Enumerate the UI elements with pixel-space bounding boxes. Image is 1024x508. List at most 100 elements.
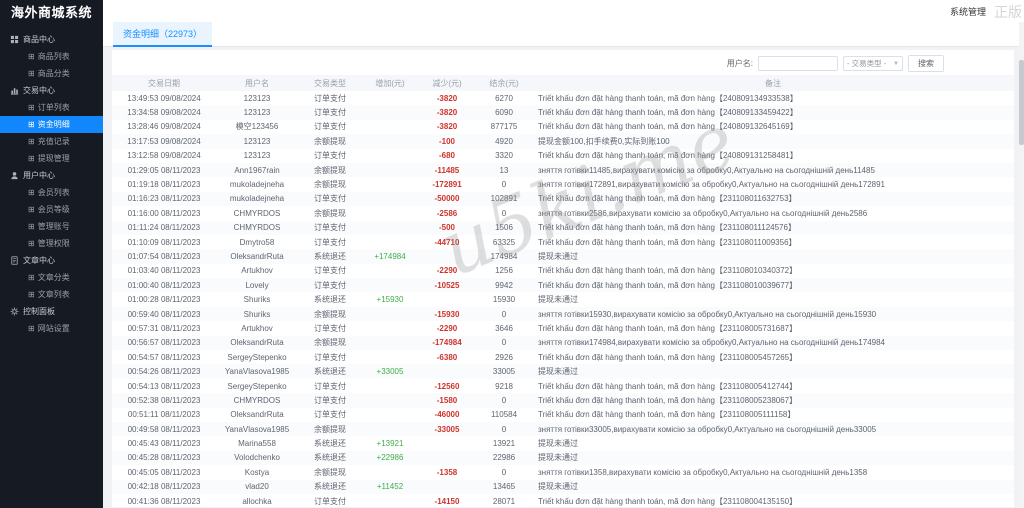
sidebar-item-管理权限[interactable]: ⊞ 管理权限 [0, 235, 103, 252]
cell-inc [362, 321, 418, 335]
cell-time: 00:45:05 08/11/2023 [127, 467, 201, 477]
cell-dec: -50000 [434, 194, 460, 204]
cell-inc [362, 206, 418, 220]
cell-remark: зняття готівки15930,вирахувати комісію з… [538, 309, 877, 319]
cell-bal: 0 [501, 424, 507, 434]
cell-dec [418, 480, 476, 494]
col-header-decrease: 减少(元) [418, 75, 476, 91]
table-row: 01:29:05 08/11/2023 Ann1967rain 余额提现 -11485… [112, 162, 1014, 178]
chevron-down-icon: ▼ [893, 60, 899, 67]
cell-remark: 提现未通过 [538, 295, 578, 305]
cell-dec: -12560 [434, 381, 460, 391]
cell-remark: зняття готівки1358,вирахувати комісію за… [538, 467, 868, 477]
transaction-type-select[interactable]: - 交易类型 - ▼ [843, 56, 903, 71]
cell-inc: +33005 [376, 367, 404, 377]
cell-bal: 13465 [492, 482, 516, 492]
cell-user: mukoladejneha [229, 180, 285, 190]
cell-user: vlad20 [245, 482, 269, 492]
table-row: 00:57:31 08/11/2023 Artukhov 订单支付 -2290 3646… [112, 321, 1014, 335]
main-area: 系统管理 正版 资金明细（22973） 用户名: - 交易类型 - ▼ 搜索 [103, 0, 1024, 508]
cell-type: 余额提现 [314, 424, 346, 434]
plus-square-icon: ⊞ [28, 102, 35, 112]
col-header-username: 用户名 [216, 75, 298, 91]
cell-remark: зняття готівки2586,вирахувати комісію за… [538, 208, 868, 218]
search-button[interactable]: 搜索 [908, 55, 944, 72]
cell-time: 00:56:57 08/11/2023 [127, 338, 201, 348]
sidebar-item-会员等级[interactable]: ⊞ 会员等级 [0, 201, 103, 218]
cell-type: 订单支付 [314, 266, 346, 276]
content-card: 用户名: - 交易类型 - ▼ 搜索 交易日期 用户名 交易类型 [112, 50, 1014, 507]
cell-inc [362, 264, 418, 278]
system-admin-menu[interactable]: 系统管理 [949, 7, 986, 17]
username-input[interactable] [758, 56, 838, 71]
sidebar-item-文章分类[interactable]: ⊞ 文章分类 [0, 269, 103, 286]
cell-remark: Triết khấu đơn đặt hàng thanh toán, mã đ… [538, 108, 798, 118]
cell-type: 订单支付 [314, 280, 346, 290]
table-row: 00:52:38 08/11/2023 CHMYRDOS 订单支付 -1580 0 Tri… [112, 393, 1014, 408]
cell-inc [362, 336, 418, 350]
grid-icon [10, 35, 19, 44]
col-header-balance: 结余(元) [476, 75, 532, 91]
sidebar-item-商品列表[interactable]: ⊞ 商品列表 [0, 48, 103, 65]
sidebar-item-提现管理[interactable]: ⊞ 提现管理 [0, 150, 103, 167]
col-header-remark: 备注 [532, 75, 1014, 91]
scrollbar-thumb[interactable] [1019, 60, 1024, 145]
cell-user: CHMYRDOS [233, 223, 281, 233]
sidebar-section-4[interactable]: 控制面板 [0, 303, 103, 320]
sidebar-item-网站设置[interactable]: ⊞ 网站设置 [0, 320, 103, 337]
vertical-scrollbar[interactable] [1019, 22, 1024, 508]
cell-remark: 提现未通过 [538, 251, 578, 261]
cell-bal: 1506 [495, 223, 513, 233]
cell-bal: 9218 [495, 381, 513, 391]
funds-table: 交易日期 用户名 交易类型 增加(元) 减少(元) 结余(元) 备注 13:49… [112, 75, 1014, 507]
table-row: 01:00:40 08/11/2023 Lovely 订单支付 -10525 9942 T… [112, 278, 1014, 293]
cell-time: 00:45:28 08/11/2023 [127, 453, 201, 463]
cell-user: 123123 [243, 93, 271, 103]
cell-remark: Triết khấu đơn đặt hàng thanh toán, mã đ… [538, 237, 797, 247]
cell-inc [362, 422, 418, 436]
cell-remark: зняття готівки174984,вирахувати комісію … [538, 338, 885, 348]
sidebar-section-2[interactable]: 用户中心 [0, 167, 103, 184]
cell-inc [362, 465, 418, 479]
sidebar-item-会员列表[interactable]: ⊞ 会员列表 [0, 184, 103, 201]
cell-time: 00:57:31 08/11/2023 [127, 323, 201, 333]
cell-type: 余额提现 [314, 180, 346, 190]
sidebar-section-1[interactable]: 交易中心 [0, 82, 103, 99]
cell-time: 01:29:05 08/11/2023 [127, 165, 201, 175]
plus-square-icon: ⊞ [28, 119, 35, 129]
sidebar-item-资金明细[interactable]: ⊞ 资金明细 [0, 116, 103, 133]
sidebar-item-label: 提现管理 [37, 154, 70, 163]
sidebar-section-3[interactable]: 文章中心 [0, 252, 103, 269]
table-row: 13:49:53 09/08/2024 123123 订单支付 -3820 6270 Tr… [112, 91, 1014, 105]
sidebar-item-订单列表[interactable]: ⊞ 订单列表 [0, 99, 103, 116]
cell-remark: Triết khấu đơn đặt hàng thanh toán, mã đ… [538, 410, 796, 420]
cell-dec [418, 249, 476, 263]
cell-dec: -100 [438, 136, 455, 146]
sidebar-item-label: 会员等级 [37, 205, 70, 214]
cell-type: 系统退还 [314, 367, 346, 377]
sidebar-section-0[interactable]: 商品中心 [0, 31, 103, 48]
cell-type: 余额提现 [314, 467, 346, 477]
cell-bal: 2926 [495, 352, 513, 362]
cell-bal: 1256 [495, 266, 513, 276]
cell-bal: 4920 [495, 136, 513, 146]
cell-dec [418, 292, 476, 306]
cell-user: CHMYRDOS [233, 395, 281, 405]
cell-user: OleksandrRuta [230, 251, 284, 261]
cell-type: 余额提现 [314, 136, 346, 146]
cell-inc [362, 192, 418, 206]
cell-remark: Triết khấu đơn đặt hàng thanh toán, mã đ… [538, 496, 798, 506]
sidebar-item-文章列表[interactable]: ⊞ 文章列表 [0, 286, 103, 303]
table-row: 01:11:24 08/11/2023 CHMYRDOS 订单支付 -500 1506 T… [112, 220, 1014, 235]
tab-funds-detail[interactable]: 资金明细（22973） [113, 22, 213, 47]
plus-square-icon: ⊞ [28, 272, 35, 282]
sidebar-item-管理账号[interactable]: ⊞ 管理账号 [0, 218, 103, 235]
cell-dec: -11485 [434, 165, 460, 175]
sidebar-item-充值记录[interactable]: ⊞ 充值记录 [0, 133, 103, 150]
table-row: 00:45:05 08/11/2023 Kostya 余额提现 -1358 0 знятт… [112, 465, 1014, 479]
cell-user: Dmytro58 [239, 237, 275, 247]
table-row: 00:49:58 08/11/2023 YanaVlasova1985 余额提现 -3… [112, 421, 1014, 437]
cell-inc [362, 379, 418, 393]
sidebar-item-商品分类[interactable]: ⊞ 商品分类 [0, 65, 103, 82]
plus-square-icon: ⊞ [28, 238, 35, 248]
